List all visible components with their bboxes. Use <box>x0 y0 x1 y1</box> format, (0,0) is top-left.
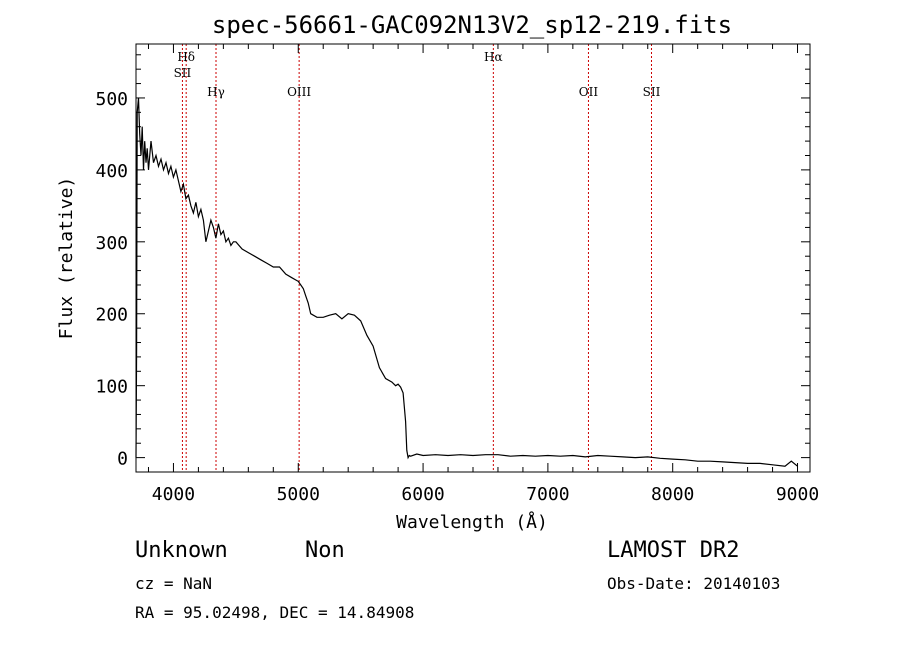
spectrum-line <box>135 97 798 467</box>
spectral-line-label: SII <box>174 66 192 80</box>
x-axis-label: Wavelength (Å) <box>396 511 548 533</box>
chart-title: spec-56661-GAC092N13V2_sp12-219.fits <box>212 11 732 39</box>
y-tick-label: 200 <box>95 305 128 326</box>
redshift-readout: cz = NaN <box>135 574 213 593</box>
spectral-line-label: SII <box>643 85 661 99</box>
spectral-line-label: OII <box>579 85 599 99</box>
x-tick-label: 9000 <box>776 484 819 505</box>
y-tick-label: 0 <box>117 449 128 470</box>
y-axis-label: Flux (relative) <box>56 177 77 340</box>
spectral-line-label: Hα <box>484 50 503 64</box>
y-tick-label: 400 <box>95 161 128 182</box>
x-tick-label: 5000 <box>277 484 320 505</box>
obs-date: Obs-Date: 20140103 <box>607 574 781 593</box>
coordinates: RA = 95.02498, DEC = 14.84908 <box>135 603 415 622</box>
y-tick-label: 100 <box>95 377 128 398</box>
spectral-line-label: Hδ <box>177 50 195 64</box>
spectral-line-label: Hγ <box>207 85 225 99</box>
spectral-line-label: OIII <box>287 85 311 99</box>
x-tick-label: 7000 <box>526 484 569 505</box>
x-tick-label: 4000 <box>152 484 195 505</box>
plot-frame <box>135 43 811 473</box>
y-tick-label: 500 <box>95 89 128 110</box>
x-tick-label: 6000 <box>401 484 444 505</box>
object-class: Unknown <box>135 538 228 563</box>
x-tick-label: 8000 <box>651 484 694 505</box>
survey-name: LAMOST DR2 <box>607 538 740 563</box>
y-tick-label: 300 <box>95 233 128 254</box>
object-subclass: Non <box>305 538 345 563</box>
